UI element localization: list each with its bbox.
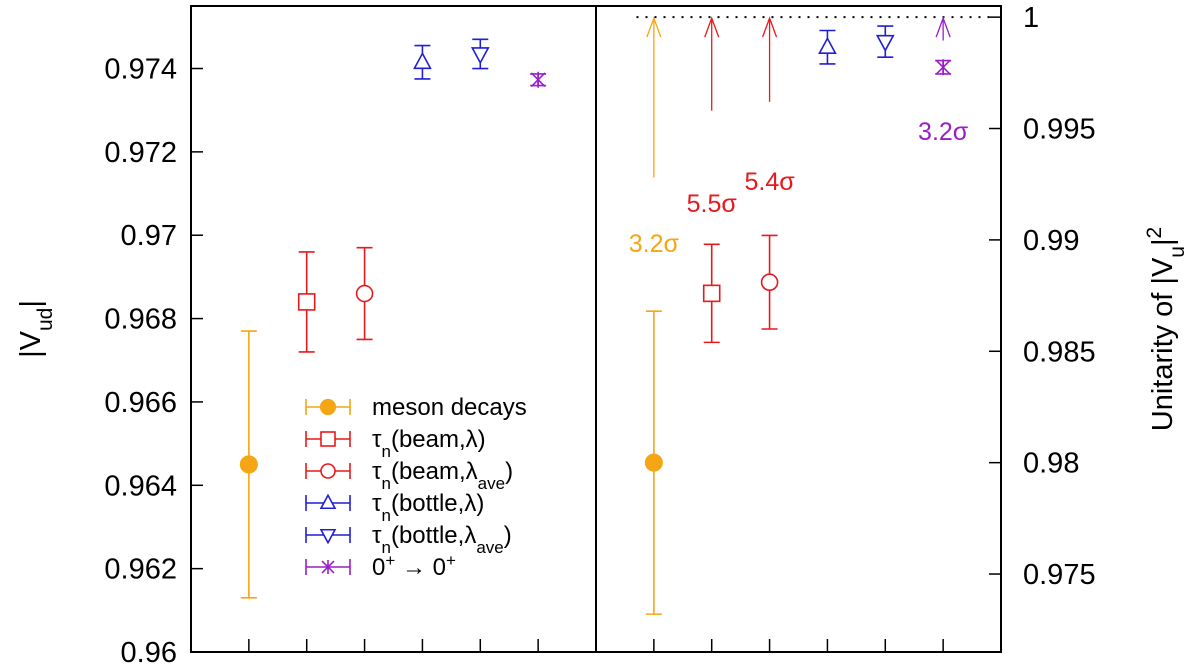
left-y-tick-label: 0.964	[104, 470, 177, 502]
data-point	[818, 36, 837, 55]
data-point	[760, 273, 779, 292]
legend-entry-6: 0+ → 0+	[305, 551, 456, 582]
data-point	[875, 34, 895, 53]
legend-entry-5: τn(bottle,λave)	[305, 522, 512, 557]
legend-marker	[319, 528, 337, 545]
legend-marker	[319, 398, 337, 416]
left-series-4	[413, 44, 432, 80]
left-y-tick-label: 0.962	[104, 554, 177, 586]
sigma-label: 5.5σ	[687, 190, 738, 218]
left-panel: 0.96 0.962 0.964 0.966 0.968 0.97 0.972 0.974 |V…	[15, 38, 547, 669]
data-point	[413, 51, 432, 70]
right-y-tick-label: 0.98	[1023, 448, 1079, 480]
right-panel-frame	[595, 5, 1002, 653]
right-series-3	[760, 16, 779, 330]
right-series-2	[702, 16, 721, 344]
legend-label: τn(beam,λave)	[372, 458, 513, 493]
sigma-label: 3.2σ	[629, 230, 680, 258]
legend-marker	[321, 560, 335, 574]
left-series-3	[355, 246, 374, 341]
left-y-tick-label: 0.972	[104, 137, 177, 169]
legend-marker	[319, 493, 337, 510]
panel-frames	[190, 5, 1002, 653]
right-y-tick-label: 1	[1023, 2, 1039, 34]
legend-entry-4: τn(bottle,λ)	[305, 490, 484, 525]
legend-label: τn(bottle,λ)	[372, 490, 484, 525]
legend-entry-1: meson decays	[305, 394, 527, 421]
right-series-4	[818, 29, 837, 65]
left-series-6	[530, 71, 547, 88]
data-point	[935, 59, 951, 76]
legend-entry-2: τn(beam,λ)	[305, 426, 486, 461]
legend-label: τn(beam,λ)	[372, 426, 486, 461]
sigma-label: 3.2σ	[918, 118, 969, 146]
data-point	[644, 453, 663, 472]
left-y-tick-label: 0.96	[121, 637, 177, 669]
left-y-axis-title: |Vud|	[15, 300, 57, 358]
sigma-arrowhead	[761, 16, 778, 38]
right-series-5	[875, 25, 895, 59]
sigma-arrowhead	[704, 16, 720, 38]
right-series-6	[935, 16, 952, 76]
right-panel: 0.9750.980.9850.990.99513.2σ5.5σ5.4σ3.2σ…	[629, 2, 1188, 652]
left-y-tick-label: 0.968	[104, 304, 177, 336]
legend-marker	[320, 431, 336, 447]
left-y-tick-label: 0.974	[104, 54, 177, 86]
right-y-tick-label: 0.985	[1023, 336, 1096, 368]
left-series-2	[297, 251, 316, 353]
left-y-tick-label: 0.966	[104, 387, 177, 419]
sigma-arrowhead	[935, 16, 951, 38]
right-y-tick-label: 0.995	[1023, 114, 1096, 146]
legend-entry-3: τn(beam,λave)	[305, 458, 513, 493]
left-series-1	[239, 330, 258, 599]
left-y-tick-label: 0.97	[121, 220, 177, 252]
legend-label: 0+ → 0+	[372, 551, 456, 582]
data-point	[239, 455, 258, 474]
data-point	[470, 47, 490, 65]
left-series-5	[470, 38, 490, 70]
right-series-1	[644, 16, 663, 615]
data-point	[702, 284, 721, 303]
data-point	[297, 293, 316, 311]
legend-marker	[320, 463, 336, 479]
right-y-tick-label: 0.99	[1023, 225, 1079, 257]
right-y-tick-label: 0.975	[1023, 559, 1096, 591]
legend: meson decaysτn(beam,λ)τn(beam,λave)τn(bo…	[305, 394, 527, 582]
data-point	[530, 71, 546, 88]
right-y-axis-title: Unitarity of |Vu|2	[1143, 227, 1188, 431]
sigma-arrowhead	[646, 16, 662, 38]
sigma-label: 5.4σ	[744, 168, 795, 196]
legend-label: meson decays	[372, 394, 527, 421]
data-point	[355, 284, 374, 303]
